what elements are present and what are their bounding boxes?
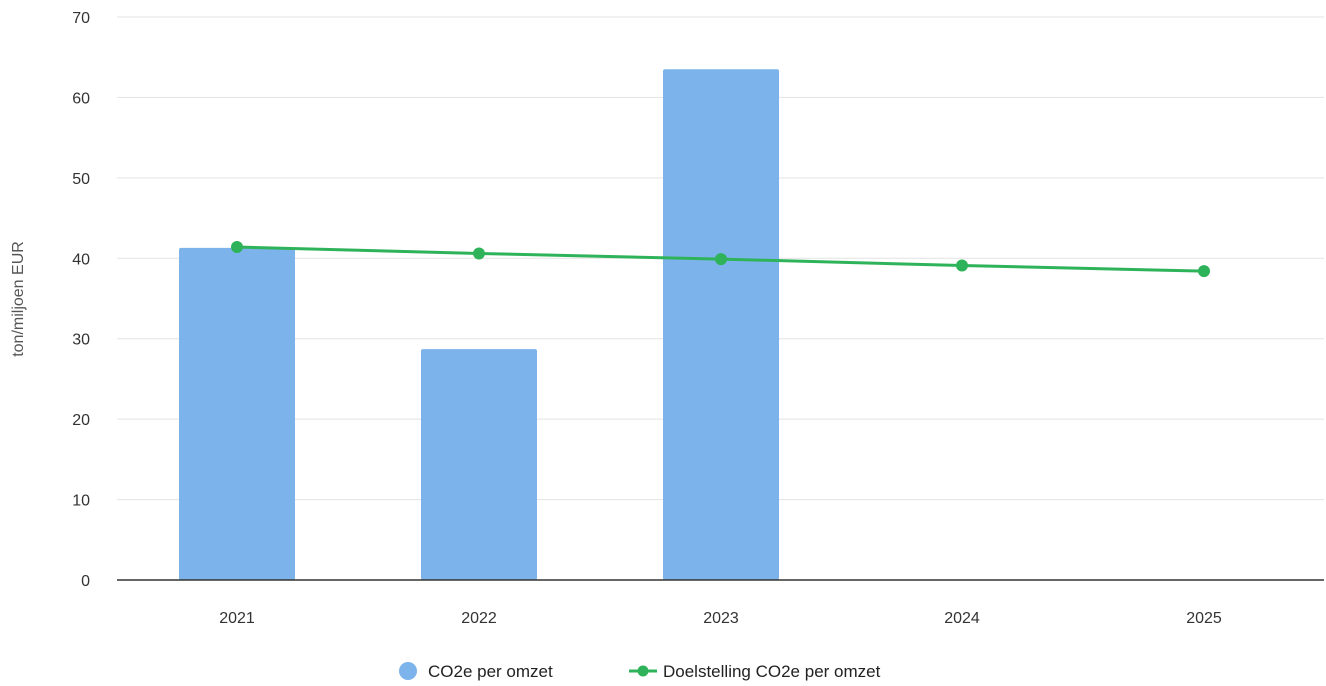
y-tick-label: 20 [72,412,90,429]
legend-bar-swatch [399,662,417,680]
x-tick-label: 2023 [703,610,739,627]
bar-series [179,69,779,581]
y-axis-title: ton/miljoen EUR [10,241,27,357]
legend-line-marker [637,665,649,677]
target-point-2022 [473,247,485,260]
y-tick-label: 70 [72,10,90,27]
x-tick-label: 2025 [1186,610,1222,627]
target-point-2024 [956,259,968,272]
bar-2021 [179,247,295,580]
line-series [231,241,1210,278]
legend-label-bar: CO2e per omzet [428,662,553,681]
x-tick-label: 2024 [944,610,980,627]
x-tick-label: 2022 [461,610,497,627]
x-tick-label: 2021 [219,610,255,627]
y-tick-label: 50 [72,171,90,188]
legend-label-line: Doelstelling CO2e per omzet [663,662,881,681]
legend: CO2e per omzet Doelstelling CO2e per omze… [399,662,881,681]
y-tick-label: 60 [72,90,90,107]
y-tick-label: 40 [72,251,90,268]
bar-2023 [663,69,779,581]
y-tick-label: 0 [81,573,90,590]
y-tick-label: 10 [72,493,90,510]
target-point-2023 [715,253,727,266]
y-axis-ticks: 0 10 20 30 40 50 60 70 [72,10,90,590]
y-tick-label: 30 [72,332,90,349]
x-axis-ticks: 2021 2022 2023 2024 2025 [219,610,1222,627]
target-point-2021 [231,241,243,254]
target-point-2025 [1198,265,1210,278]
bar-2022 [421,349,537,580]
